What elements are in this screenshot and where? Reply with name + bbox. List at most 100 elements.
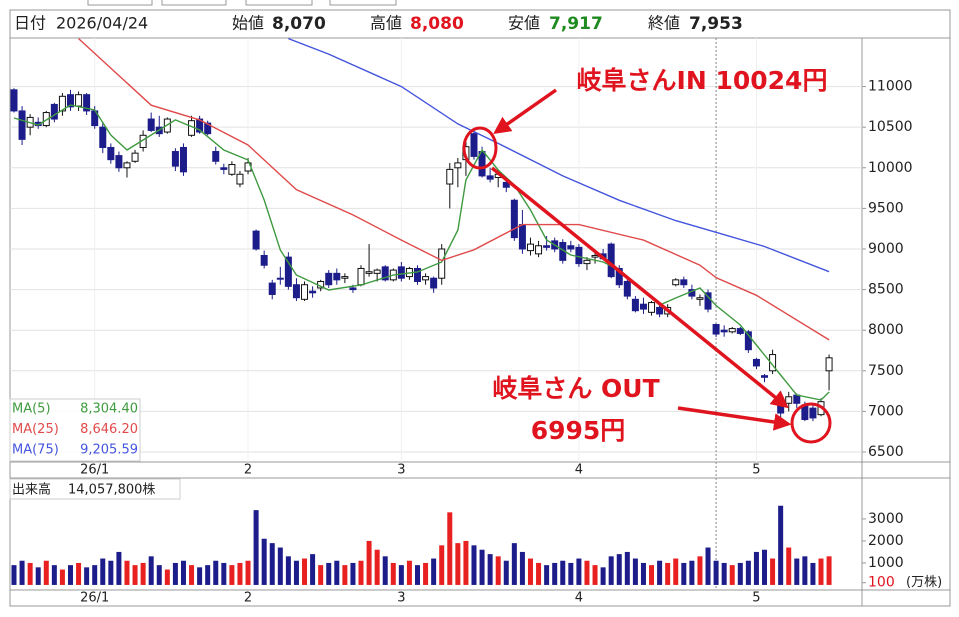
candle-body	[99, 126, 107, 148]
volume-bar	[164, 569, 170, 585]
volume-bar	[737, 562, 743, 585]
volume-bar	[681, 562, 687, 585]
candle-body	[397, 266, 405, 279]
candle-body	[349, 287, 357, 291]
volume-bar	[310, 554, 316, 585]
candle-body	[696, 297, 704, 300]
candle-body	[341, 276, 349, 279]
candle-body	[591, 254, 599, 258]
volume-tick-label: 2000	[868, 533, 904, 549]
volume-bar	[544, 565, 550, 585]
x-tick-label: 26/1	[80, 463, 109, 478]
candle-body	[115, 155, 123, 169]
header-value: 8,080	[410, 14, 464, 34]
candle-body	[672, 279, 680, 286]
volume-bar	[51, 565, 57, 585]
volume-bar	[156, 565, 162, 585]
volume-bar	[616, 554, 622, 585]
volume-bar	[318, 565, 324, 585]
volume-bar	[334, 560, 340, 585]
annotation: 岐阜さんIN 10024円	[577, 66, 828, 95]
volume-bar	[189, 565, 195, 585]
volume-bar	[802, 556, 808, 585]
volume-bar	[390, 562, 396, 585]
candle-body	[212, 151, 220, 162]
tab[interactable]	[245, 0, 313, 6]
tab[interactable]	[329, 0, 397, 6]
volume-bar	[721, 562, 727, 585]
volume-bar	[302, 558, 308, 585]
candle-body	[414, 267, 421, 282]
volume-bar	[76, 562, 82, 585]
candle-body	[196, 118, 204, 133]
x-tick-label: 2	[244, 591, 252, 606]
y-tick-label: 7500	[868, 363, 904, 379]
candle-body	[292, 284, 300, 299]
volume-bar	[197, 567, 203, 585]
volume-bar	[415, 565, 420, 585]
volume-tick-label: 1000	[868, 555, 904, 571]
candle-body	[446, 168, 454, 185]
y-tick-label: 7000	[868, 403, 904, 419]
candle-body	[567, 245, 575, 250]
highlight-circle	[790, 402, 832, 444]
volume-bar	[277, 547, 283, 585]
annotation: 岐阜さん OUT	[492, 374, 659, 403]
volume-bar	[358, 560, 364, 585]
legend-box	[9, 398, 141, 462]
tab[interactable]	[87, 0, 153, 6]
x-tick-label: 5	[752, 591, 760, 606]
ma-line	[13, 104, 830, 401]
volume-bar	[495, 556, 501, 585]
volume-bar	[455, 543, 461, 585]
volume-label-box	[9, 478, 181, 500]
candle-body	[252, 230, 260, 250]
volume-bar	[43, 560, 49, 585]
candle-body	[430, 277, 438, 289]
candle-body	[58, 95, 66, 112]
candle-body	[83, 94, 91, 112]
candle-body	[220, 167, 228, 170]
candle-body	[543, 245, 551, 248]
y-tick-label: 11000	[868, 79, 913, 95]
header-value: 2026/04/24	[56, 14, 148, 33]
candle-body	[502, 181, 510, 188]
header-label: 安値	[508, 14, 540, 33]
volume-bar	[366, 540, 372, 585]
header-value: 7,953	[689, 14, 743, 34]
volume-bar	[640, 562, 646, 585]
volume-bar	[245, 560, 251, 585]
candle-body	[615, 267, 623, 286]
volume-bar	[423, 562, 429, 585]
annotations: 岐阜さんIN 10024円 岐阜さん OUT 6995円	[462, 66, 832, 445]
volume-bar	[479, 549, 485, 585]
volume-bar	[600, 567, 606, 585]
candle-body	[50, 103, 58, 120]
candle-body	[825, 357, 833, 372]
volume-bar	[689, 560, 695, 585]
candle-body	[422, 276, 430, 281]
volume-bar	[753, 551, 759, 585]
x-tick-label: 4	[575, 591, 583, 606]
candle-body	[325, 272, 333, 286]
candle-body	[752, 358, 760, 367]
volume-tick-label: 100	[868, 575, 895, 591]
candle-body	[744, 331, 752, 351]
volume-bar	[382, 556, 388, 585]
volume-bar	[745, 560, 751, 585]
x-tick-label: 3	[397, 463, 405, 478]
tab[interactable]	[161, 0, 227, 6]
volume-bar	[608, 556, 614, 585]
y-tick-label: 9500	[868, 200, 904, 216]
header-label: 高値	[370, 14, 402, 33]
candle-body	[373, 269, 381, 274]
volume-bar	[592, 565, 598, 585]
candle-body	[639, 303, 647, 310]
volume-bar	[116, 551, 122, 585]
plot: 6500 7000 7500 8000 8500 9000 9500 10000 10500 11…	[9, 38, 942, 606]
candle-body	[66, 94, 74, 108]
volume-bar	[253, 510, 259, 585]
volume-bar	[713, 560, 719, 585]
candle-body	[526, 243, 534, 252]
candle-body	[365, 271, 373, 274]
